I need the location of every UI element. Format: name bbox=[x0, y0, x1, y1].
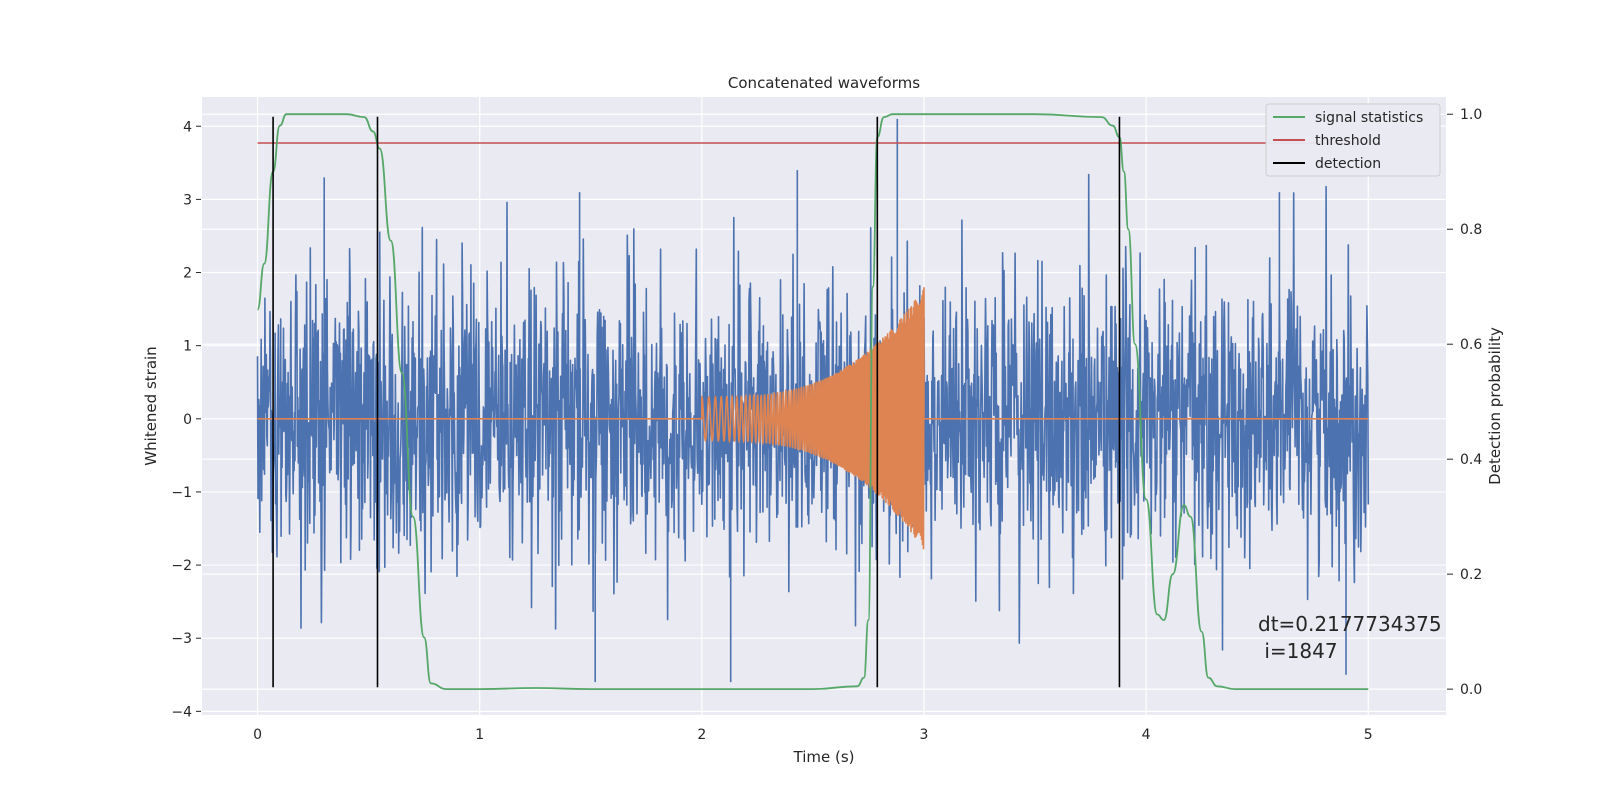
y-tick-label: 2 bbox=[183, 266, 192, 282]
x-axis-label: Time (s) bbox=[793, 748, 855, 766]
y-tick-label: 1 bbox=[183, 339, 192, 355]
y2-tick-label: 0.2 bbox=[1460, 567, 1482, 583]
signal-statistics-line bbox=[256, 113, 1369, 691]
y2-axis-label: Detection probability bbox=[1486, 327, 1504, 485]
y-tick-label: −2 bbox=[171, 558, 192, 574]
x-tick-label: 4 bbox=[1142, 727, 1151, 743]
annotation-index: i=1847 bbox=[1258, 639, 1338, 663]
y-tick-label: 0 bbox=[183, 412, 192, 428]
legend-label-threshold: threshold bbox=[1315, 133, 1381, 149]
chirp-line bbox=[257, 287, 1369, 550]
x-tick-label: 0 bbox=[253, 727, 262, 743]
y-tick-label: −1 bbox=[171, 485, 192, 501]
detection-series bbox=[272, 116, 1121, 688]
signal-statistics-series bbox=[256, 113, 1369, 691]
y2-tick-label: 0.6 bbox=[1460, 337, 1482, 353]
y2-tick-label: 0.8 bbox=[1460, 222, 1482, 238]
x-tick-label: 2 bbox=[697, 727, 706, 743]
chart-title: Concatenated waveforms bbox=[728, 74, 920, 92]
y2-tick-label: 0.4 bbox=[1460, 452, 1482, 468]
noise-line bbox=[256, 118, 1370, 683]
y2-tick-label: 1.0 bbox=[1460, 107, 1482, 123]
legend-label-detection: detection bbox=[1315, 156, 1381, 172]
noise-series bbox=[256, 118, 1370, 683]
annotation-dt: dt=0.2177734375 bbox=[1258, 612, 1442, 636]
y-tick-label: 4 bbox=[183, 119, 192, 135]
x-tick-label: 3 bbox=[920, 727, 929, 743]
y-axis-label: Whitened strain bbox=[142, 346, 160, 465]
y-tick-label: −3 bbox=[171, 631, 192, 647]
legend-frame bbox=[1265, 103, 1441, 177]
legend: signal statistics threshold detection bbox=[1265, 103, 1441, 177]
y-tick-label: −4 bbox=[171, 704, 192, 720]
ticks: 0 1 2 3 4 5 −4 −3 −2 −1 0 1 2 3 4 0.0 0.2 0.4 0.6 0.8 1.0 bbox=[171, 107, 1482, 743]
x-tick-label: 5 bbox=[1364, 727, 1373, 743]
y-tick-label: 3 bbox=[183, 192, 192, 208]
chirp-series bbox=[257, 287, 1369, 550]
y2-tick-label: 0.0 bbox=[1460, 682, 1482, 698]
legend-label-signal-statistics: signal statistics bbox=[1315, 110, 1423, 126]
x-tick-label: 1 bbox=[475, 727, 484, 743]
